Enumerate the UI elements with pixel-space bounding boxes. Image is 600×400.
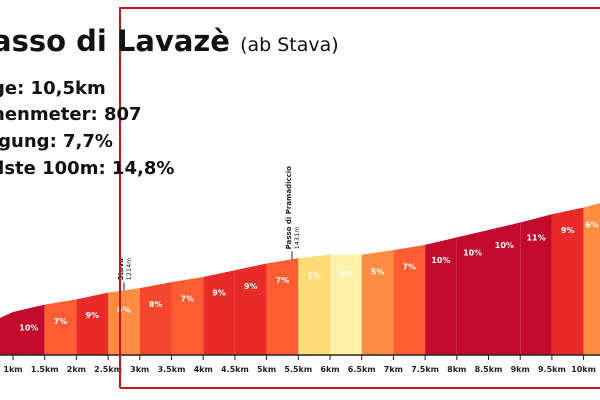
grade-label: 7%	[181, 295, 195, 304]
grade-labels: 10% 7% 9% 6% 8% 7% 9% 9% 7% 1% 0% 5% 7% 10% 10% 10% 11% 9…	[19, 220, 599, 332]
x-tick-label: 2km	[67, 365, 86, 374]
title-subtitle: (ab Stava)	[240, 34, 339, 56]
x-tick-label: 4.5km	[221, 365, 249, 374]
grade-label: 10%	[463, 249, 482, 258]
grade-label: 7%	[54, 317, 68, 326]
grade-label: 9%	[212, 289, 226, 298]
profile-segment	[44, 299, 77, 355]
grade-label: 10%	[431, 256, 450, 265]
profile-segment	[108, 288, 140, 355]
profile-segment	[76, 292, 109, 355]
landmark-name: Passo di Pramadiccio	[285, 166, 293, 250]
x-tick-label: 1km	[3, 365, 22, 374]
grade-label: 0%	[339, 270, 353, 279]
x-tick-label: 10km	[571, 365, 596, 374]
stat-avg-gradient: igung: 7,7%	[0, 131, 113, 152]
grade-label: 6%	[585, 220, 599, 229]
title-text: asso di Lavazè	[0, 24, 230, 58]
profile-segment	[139, 282, 172, 355]
grade-label: 6%	[117, 305, 131, 314]
profile-segment	[361, 250, 394, 355]
profile-segment	[456, 229, 489, 355]
stat-steepest-100m: ilste 100m: 14,8%	[0, 158, 175, 179]
x-tick-label: 9.5km	[538, 365, 566, 374]
profile-segment	[234, 263, 267, 355]
grade-label: 9%	[561, 226, 575, 235]
grade-label: 10%	[19, 323, 38, 332]
profile-segment	[203, 270, 235, 355]
x-tick-label: 5.5km	[284, 365, 312, 374]
x-tick-label: 7km	[384, 365, 403, 374]
grade-label: 7%	[276, 276, 290, 285]
grade-label: 5%	[371, 267, 385, 276]
grade-label: 7%	[402, 262, 416, 271]
x-tick-label: 3.5km	[158, 365, 186, 374]
x-axis-ticks: 1km 1.5km 2km 2.5km 3km 3.5km 4km 4.5km 5km 5.5km…	[3, 355, 596, 374]
profile-segment	[583, 203, 600, 355]
x-tick-label: 7.5km	[411, 365, 439, 374]
profile-segment	[393, 244, 426, 355]
grade-label: 9%	[244, 282, 258, 291]
x-tick-label: 1.5km	[31, 365, 59, 374]
profile-segment	[551, 207, 584, 355]
profile-segment	[0, 312, 13, 355]
stat-distance: ge: 10,5km	[0, 78, 106, 99]
x-tick-label: 3km	[130, 365, 149, 374]
x-tick-label: 6km	[320, 365, 339, 374]
profile-segment	[266, 258, 299, 355]
x-tick-label: 5km	[257, 365, 276, 374]
grade-label: 11%	[526, 233, 545, 242]
grade-label: 1%	[307, 271, 321, 280]
profile-segment	[488, 222, 521, 355]
profile-segment	[520, 214, 552, 355]
profile-segment	[298, 254, 330, 355]
profile-segment	[330, 254, 362, 355]
page-title: asso di Lavazè (ab Stava)	[0, 24, 339, 58]
grade-label: 8%	[149, 300, 163, 309]
grade-label: 9%	[85, 311, 99, 320]
x-tick-label: 9km	[511, 365, 530, 374]
profile-segment	[425, 237, 457, 355]
x-tick-label: 2.5km	[94, 365, 122, 374]
frame-border	[119, 7, 600, 389]
profile-segments	[0, 203, 600, 355]
profile-segment	[171, 276, 204, 355]
grade-label: 10%	[495, 241, 514, 250]
x-tick-label: 4km	[194, 365, 213, 374]
profile-segment	[13, 304, 45, 355]
x-tick-label: 8km	[447, 365, 466, 374]
x-tick-label: 6.5km	[348, 365, 376, 374]
landmark-elevation: 1214m	[125, 258, 133, 281]
x-tick-label: 8.5km	[475, 365, 503, 374]
stat-elevation-gain: nenmeter: 807	[0, 104, 142, 125]
landmark-elevation: 1431m	[293, 226, 301, 249]
